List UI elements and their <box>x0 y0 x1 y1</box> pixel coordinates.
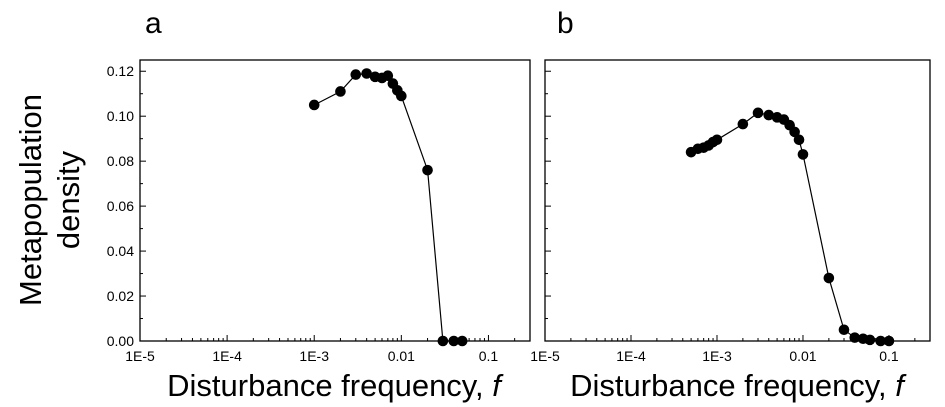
data-point-b <box>752 107 764 119</box>
x-tick-label-a: 1E-3 <box>299 348 329 364</box>
x-tick-label-b: 0.01 <box>789 348 816 364</box>
y-tick-label-a: 0.12 <box>107 63 134 79</box>
data-point-b <box>797 149 809 160</box>
x-tick-label-a: 0.1 <box>479 348 499 364</box>
x-axis-title-a-text: Disturbance frequency, <box>167 368 492 403</box>
y-axis-title-line1: Metapopulation <box>13 94 48 306</box>
x-axis-title-a: Disturbance frequency, f <box>167 368 504 403</box>
y-tick-label-a: 0.10 <box>107 108 134 124</box>
panel-label-a: a <box>145 7 162 40</box>
data-point-b <box>838 324 850 336</box>
x-tick-label-a: 1E-4 <box>212 348 242 364</box>
data-point-b <box>883 335 895 347</box>
data-point-b <box>849 332 861 343</box>
data-point-a <box>448 335 460 347</box>
y-tick-label-a: 0.04 <box>107 243 134 259</box>
x-axis-title-b-text: Disturbance frequency, <box>570 368 895 403</box>
data-point-b <box>864 334 876 346</box>
data-point-a <box>422 164 433 176</box>
data-point-a <box>382 70 394 82</box>
y-tick-label-a: 0.08 <box>107 153 134 169</box>
x-tick-label-a: 1E-5 <box>125 348 155 364</box>
x-tick-label-b: 0.1 <box>879 348 899 364</box>
data-point-b <box>737 118 749 130</box>
x-tick-label-b: 1E-4 <box>616 348 646 364</box>
y-tick-label-a: 0.06 <box>107 198 134 214</box>
y-tick-label-a: 0.00 <box>107 333 134 349</box>
data-point-b <box>789 126 800 138</box>
data-point-b <box>793 134 805 146</box>
x-tick-label-a: 0.01 <box>388 348 415 364</box>
data-point-a <box>350 69 362 80</box>
series-line-a <box>313 72 463 342</box>
data-point-a <box>456 335 468 347</box>
data-point-b <box>823 272 835 284</box>
data-point-a <box>361 68 372 79</box>
data-point-b <box>875 335 886 347</box>
data-point-a <box>396 90 407 102</box>
series-line-b <box>690 112 889 342</box>
x-tick-label-b: 1E-3 <box>702 348 732 364</box>
data-point-a <box>437 335 449 347</box>
chart-panel-b: b 1E-5 1E-4 1E-3 0.01 0.1 Disturbance freque… <box>530 7 931 403</box>
x-axis-title-b: Disturbance frequency, f <box>570 368 907 403</box>
x-axis-title-b-var: f <box>895 368 907 403</box>
x-axis-title-a-var: f <box>492 368 504 403</box>
data-point-a <box>308 99 320 111</box>
x-tick-label-b: 1E-5 <box>530 348 560 364</box>
panel-label-b: b <box>557 7 574 40</box>
y-axis-title-line2: density <box>51 150 86 249</box>
plot-frame-b <box>544 59 931 342</box>
data-point-b <box>763 109 775 121</box>
data-point-b <box>711 134 723 146</box>
y-tick-label-a: 0.02 <box>107 288 134 304</box>
plot-frame-a <box>139 59 531 342</box>
data-point-a <box>335 86 346 97</box>
chart-panel-a: a 0.00 0.02 0.04 0.06 0.08 0.10 0.12 1E-5 1E-4 1… <box>107 7 531 403</box>
